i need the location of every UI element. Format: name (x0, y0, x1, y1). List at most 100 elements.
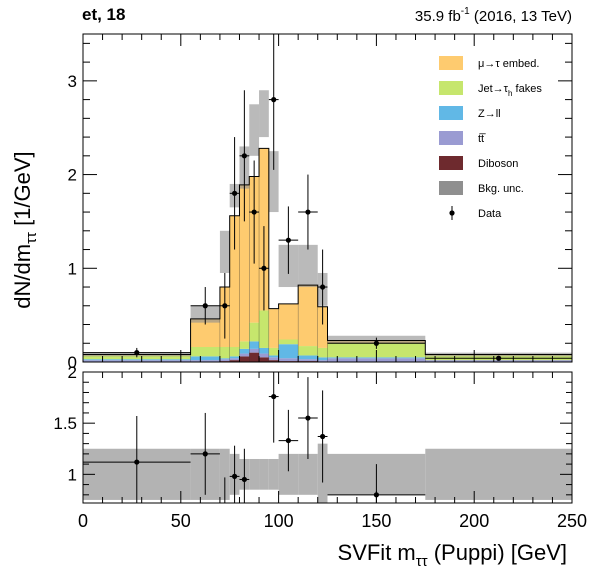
stack-bar-1-12 (425, 360, 572, 362)
x-tick-label-1: 50 (171, 511, 191, 531)
data-point-2 (222, 303, 228, 309)
stack-bar-0-3 (229, 360, 240, 362)
data-point-0 (134, 350, 140, 356)
ratio-unc-bin-9 (298, 453, 318, 495)
stack-bar-2-3 (229, 356, 240, 359)
stack-bar-0-6 (259, 357, 269, 362)
stack-bar-2-10 (317, 357, 328, 361)
data-point-7 (271, 97, 277, 103)
stack-bar-0-5 (249, 352, 260, 362)
stack-bar-1-5 (249, 348, 260, 353)
lumi-value: 35.9 fb (415, 8, 461, 25)
stack-bar-3-1 (190, 347, 220, 357)
stack-bar-2-6 (259, 347, 269, 354)
ratio-points (83, 372, 426, 504)
x-axis-title-sub: ττ (416, 553, 428, 570)
stack-bar-4-8 (278, 303, 299, 340)
ratio-unc-bin-8 (278, 453, 299, 495)
ratio-axes: 1 1.5 2 0 50 100 150 200 250 (53, 363, 587, 531)
ratio-point-4 (241, 476, 247, 483)
stack-bar-1-10 (317, 360, 328, 362)
stack-bar-1-9 (298, 359, 318, 362)
stack-bar-2-9 (298, 355, 318, 360)
ratio-unc-bin-6 (259, 458, 269, 490)
unc-bin-6 (259, 90, 269, 138)
lumi-label: 35.9 fb-1 (2016, 13 TeV) (415, 6, 572, 25)
unc-bin-5 (249, 104, 260, 156)
legend-swatch-3 (439, 131, 463, 145)
ratio-uncertainty-band (83, 443, 572, 503)
legend-label-tail: fakes (512, 83, 542, 95)
stack-bar-1-1 (190, 360, 220, 362)
stack-bar-3-9 (298, 346, 318, 356)
stack-bar-1-2 (219, 359, 230, 362)
legend-label-1: Jet→τh fakes (478, 83, 542, 98)
y-axis-title-main: dN/dm (10, 244, 35, 309)
stack-bar-2-5 (249, 341, 260, 349)
y-axis-title-rest: [1/GeV] (10, 151, 35, 232)
unc-bin-7 (268, 151, 279, 213)
ratio-unc-bin-12 (425, 448, 572, 500)
legend-label-4: Diboson (478, 158, 518, 170)
legend-swatch-2 (439, 106, 463, 120)
ratio-point-1 (202, 451, 208, 457)
stack-bar-2-0 (83, 359, 191, 361)
ratio-panel: 1 1.5 2 0 50 100 150 200 250 (53, 363, 587, 531)
stack-bar-3-6 (259, 310, 269, 348)
stack-bar-3-5 (249, 322, 260, 342)
data-point-5 (251, 209, 257, 215)
y-axis-title-sub: ττ (23, 232, 40, 244)
x-tick-label-3: 150 (361, 511, 391, 531)
stack-bar-1-7 (268, 357, 279, 361)
legend-label-3: tt̅ (478, 133, 486, 145)
ratio-unc-bin-7 (268, 458, 279, 490)
stack-bar-4-7 (268, 308, 279, 348)
legend-label-5: Bkg. unc. (478, 183, 524, 195)
channel-label: et, 18 (82, 5, 125, 24)
y-tick-label-2: 2 (68, 166, 77, 185)
stack-bar-1-4 (239, 353, 250, 357)
ratio-point-0 (134, 459, 140, 465)
data-point-3 (231, 190, 238, 196)
data-point-1 (202, 303, 208, 309)
ratio-unc-bin-2 (219, 448, 230, 500)
stack-bar-4-10 (317, 306, 328, 348)
stack-bar-2-4 (239, 348, 250, 354)
unc-bin-2 (219, 230, 230, 273)
y-tick-label-0: 0 (68, 353, 77, 372)
stack-bar-3-10 (317, 347, 328, 358)
stack-bar-4-9 (298, 285, 318, 347)
stack-bar-3-8 (278, 339, 299, 345)
ratio-point-5 (271, 393, 277, 400)
lumi-exponent: -1 (461, 6, 470, 17)
stack-bar-1-3 (229, 358, 240, 361)
stack-bar-0-4 (239, 356, 250, 362)
stack-bar-4-4 (239, 184, 250, 342)
stack-top-line (83, 147, 572, 356)
legend-label-6: Data (478, 208, 502, 220)
data-point-6 (261, 265, 267, 271)
x-axis-title-main: SVFit m (338, 540, 416, 565)
stack-bar-1-0 (83, 360, 191, 362)
ratio-point-6 (285, 437, 291, 444)
y-tick-label-1: 1 (68, 259, 77, 278)
main-panel: 0 1 2 3 μ→τ embed. Jet→τh fakes Z→ll tt̅ Diboso… (68, 33, 573, 372)
unc-bin-9 (298, 244, 318, 288)
legend-swatch-0 (439, 56, 463, 70)
stack-bar-1-6 (259, 353, 269, 358)
ratio-y-tick-label-2: 2 (68, 363, 77, 382)
x-axis-title: SVFit mττ (Puppi) [GeV] (338, 540, 567, 570)
stack-bar-3-4 (239, 341, 250, 349)
y-axis-title: dN/dmττ [1/GeV] (10, 151, 40, 308)
data-point-11 (373, 340, 379, 346)
x-axis-title-rest: (Puppi) [GeV] (428, 540, 567, 565)
lumi-rest: (2016, 13 TeV) (470, 8, 572, 25)
legend-label-0: μ→τ embed. (478, 58, 539, 70)
stack-bar-3-2 (219, 347, 230, 359)
data-point-4 (241, 153, 247, 159)
main-axes: 0 1 2 3 (68, 33, 573, 372)
x-tick-label-4: 200 (459, 511, 489, 531)
stack-bar-1-8 (278, 358, 299, 362)
data-points (83, 34, 572, 361)
